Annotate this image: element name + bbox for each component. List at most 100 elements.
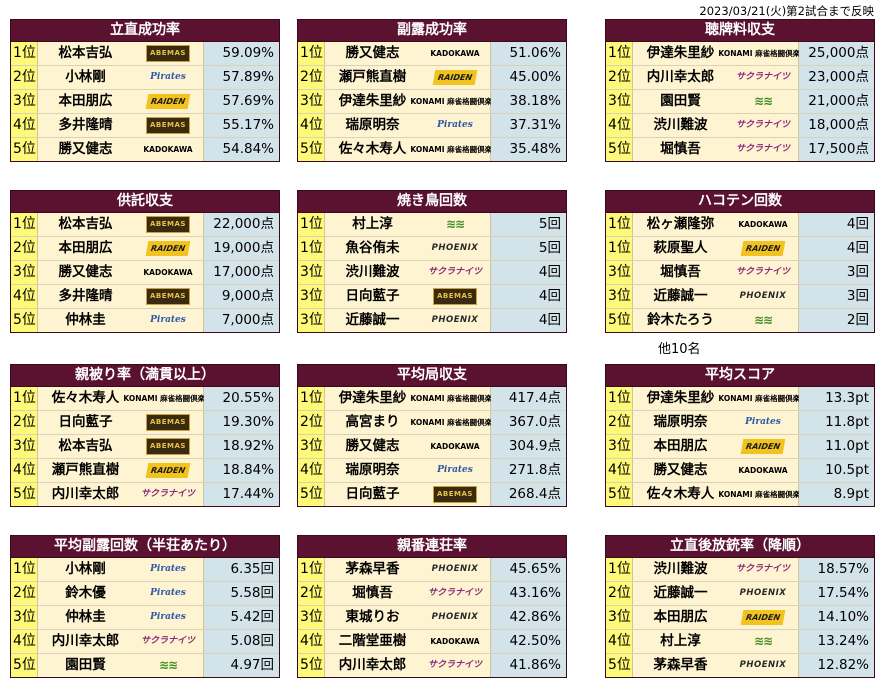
stat-panel-p12: 立直後放銃率（降順） 1位 渋川難波 サクラナイツ 18.57% 2位 近藤誠一 PHOENI…: [605, 535, 875, 678]
ranking-row: 3位 東城りお PHOENIX 42.86%: [298, 605, 566, 629]
stat-panel-p7: 親被り率（満貫以上） 1位 佐々木寿人 KONAMI 麻雀格闘倶楽部 20.55% 2位日…: [10, 364, 280, 507]
team-cell: PHOENIX: [420, 237, 491, 260]
stat-value: 55.17%: [204, 114, 279, 137]
ranking-row: 5位 鈴木たろう ≋≋ 2回: [606, 308, 874, 332]
panel-title: 親被り率（満貫以上）: [11, 365, 279, 387]
ranking-row: 4位 村上淳 ≋≋ 13.24%: [606, 629, 874, 653]
rank-label: 3位: [298, 435, 325, 458]
player-name: 伊達朱里紗: [325, 90, 420, 113]
panel-title: 聴牌料収支: [606, 20, 874, 42]
team-cell: KONAMI 麻雀格闘倶楽部: [718, 42, 808, 65]
team-cell: RAIDEN: [728, 606, 799, 629]
ranking-row: 3位 堀慎吾 サクラナイツ 3回: [606, 260, 874, 284]
rank-label: 5位: [298, 138, 325, 161]
player-name: 勝又健志: [325, 42, 420, 65]
rank-label: 1位: [606, 558, 633, 581]
ranking-row: 1位 魚谷侑未 PHOENIX 5回: [298, 236, 566, 260]
rank-label: 5位: [298, 654, 325, 677]
rank-label: 3位: [298, 261, 325, 284]
team-raiden-logo: RAIDEN: [740, 439, 786, 454]
team-cell: Pirates: [133, 606, 204, 629]
stat-panel-p4: 供託収支 1位 松本吉弘 ABEMAS 22,000点 2位 本田朋広 RAIDEN 19,00…: [10, 190, 280, 333]
team-abemas-logo: ABEMAS: [433, 288, 477, 305]
team-abemas-logo: ABEMAS: [146, 117, 190, 134]
team-cell: ABEMAS: [133, 42, 204, 65]
player-name: 茅森早香: [325, 558, 420, 581]
team-raiden-logo: RAIDEN: [145, 463, 191, 478]
team-raiden-logo: RAIDEN: [740, 610, 786, 625]
ranking-row: 3位 渋川難波 サクラナイツ 4回: [298, 260, 566, 284]
ranking-row: 5位 佐々木寿人 KONAMI 麻雀格闘倶楽部 8.9pt: [606, 482, 874, 506]
rank-label: 2位: [11, 66, 38, 89]
rank-label: 5位: [298, 483, 325, 506]
player-name: 松本吉弘: [38, 213, 133, 236]
team-cell: ABEMAS: [133, 114, 204, 137]
team-cell: Pirates: [133, 66, 204, 89]
rank-label: 3位: [11, 606, 38, 629]
stat-value: 6.35回: [204, 558, 279, 581]
team-cell: KONAMI 麻雀格闘倶楽部: [410, 411, 500, 434]
team-sakura-logo: サクラナイツ: [427, 660, 482, 670]
ranking-row: 3位 勝又健志 KADOKAWA 304.9点: [298, 434, 566, 458]
team-cell: RAIDEN: [728, 435, 799, 458]
player-name: 近藤誠一: [633, 285, 728, 308]
ranking-row: 1位 萩原聖人 RAIDEN 4回: [606, 236, 874, 260]
stat-value: 5.58回: [204, 582, 279, 605]
rank-label: 1位: [606, 237, 633, 260]
stat-value: 42.50%: [491, 630, 566, 653]
team-phoenix-logo: PHOENIX: [431, 243, 479, 253]
team-cell: KONAMI 麻雀格闘倶楽部: [410, 138, 500, 161]
ranking-row: 4位 内川幸太郎 サクラナイツ 5.08回: [11, 629, 279, 653]
player-name: 佐々木寿人: [633, 483, 728, 506]
team-cell: PHOENIX: [728, 654, 799, 677]
player-name: 多井隆晴: [38, 285, 133, 308]
team-cell: Pirates: [133, 558, 204, 581]
player-name: 日向藍子: [325, 483, 420, 506]
player-name: 本田朋広: [633, 606, 728, 629]
rank-label: 5位: [11, 309, 38, 332]
team-kadokawa-logo: KADOKAWA: [430, 637, 480, 646]
team-raiden-logo: RAIDEN: [145, 241, 191, 256]
team-raiden-logo: RAIDEN: [740, 241, 786, 256]
team-pirates-logo: Pirates: [745, 417, 781, 427]
team-cell: Pirates: [420, 114, 491, 137]
player-name: 瀬戸熊直樹: [325, 66, 420, 89]
ranking-row: 1位 茅森早香 PHOENIX 45.65%: [298, 558, 566, 581]
team-sakura-logo: サクラナイツ: [735, 72, 790, 82]
team-cell: KONAMI 麻雀格闘倶楽部: [123, 387, 213, 410]
team-eifuku-logo: ≋≋: [445, 217, 465, 231]
stat-panel-p1: 立直成功率 1位 松本吉弘 ABEMAS 59.09% 2位 小林剛 Pirates 57.89…: [10, 19, 280, 162]
team-sakura-logo: サクラナイツ: [427, 267, 482, 277]
stat-value: 17,500点: [799, 138, 874, 161]
rank-label: 2位: [606, 66, 633, 89]
team-cell: ≋≋: [728, 309, 799, 332]
stat-value: 12.82%: [799, 654, 874, 677]
team-cell: KADOKAWA: [728, 459, 799, 482]
team-cell: KONAMI 麻雀格闘倶楽部: [410, 387, 500, 410]
ranking-row: 1位 松本吉弘 ABEMAS 59.09%: [11, 42, 279, 65]
stat-panel-p9: 平均スコア 1位 伊達朱里紗 KONAMI 麻雀格闘倶楽部 13.3pt 2位 瑞原明奈 Pi…: [605, 364, 875, 507]
panel-title: 立直後放銃率（降順）: [606, 536, 874, 558]
stat-value: 21,000点: [799, 90, 874, 113]
ranking-row: 2位 高宮まり KONAMI 麻雀格闘倶楽部 367.0点: [298, 410, 566, 434]
rank-label: 3位: [298, 285, 325, 308]
team-kadokawa-logo: KADOKAWA: [738, 220, 788, 229]
ranking-row: 3位 伊達朱里紗 KONAMI 麻雀格闘倶楽部 38.18%: [298, 89, 566, 113]
stat-value: 8.9pt: [799, 483, 874, 506]
team-pirates-logo: Pirates: [150, 588, 186, 598]
stat-value: 22,000点: [204, 213, 279, 236]
team-cell: KONAMI 麻雀格闘倶楽部: [718, 483, 808, 506]
rank-label: 1位: [606, 213, 633, 236]
team-kadokawa-logo: KADOKAWA: [738, 466, 788, 475]
rank-label: 3位: [606, 261, 633, 284]
player-name: 伊達朱里紗: [325, 387, 420, 410]
stat-value: 367.0点: [491, 411, 566, 434]
extra-note: 他10名: [658, 342, 701, 357]
team-konami-logo: KONAMI 麻雀格闘倶楽部: [718, 394, 808, 403]
player-name: 本田朋広: [38, 90, 133, 113]
team-phoenix-logo: PHOENIX: [431, 564, 479, 574]
team-cell: サクラナイツ: [728, 558, 799, 581]
ranking-row: 5位 勝又健志 KADOKAWA 54.84%: [11, 137, 279, 161]
team-cell: ≋≋: [133, 654, 204, 677]
team-konami-logo: KONAMI 麻雀格闘倶楽部: [410, 418, 500, 427]
